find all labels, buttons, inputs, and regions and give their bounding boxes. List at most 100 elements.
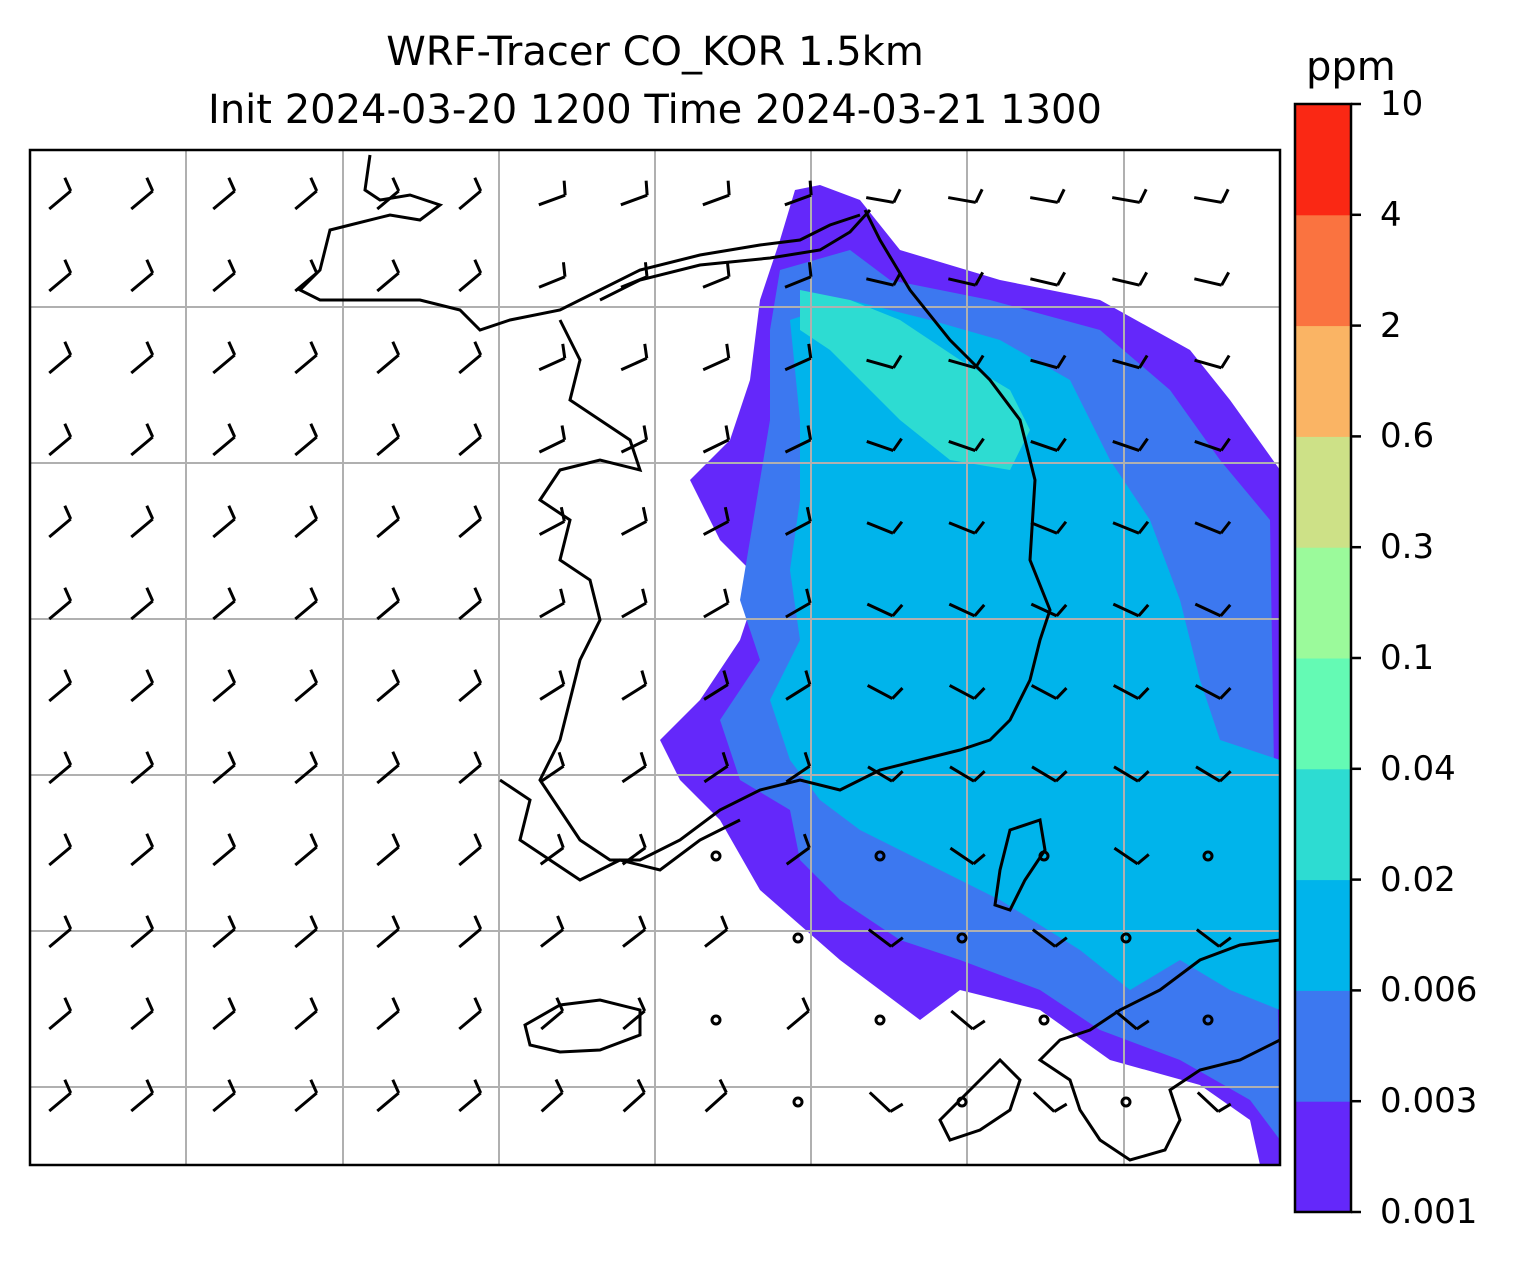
wind-barb: [702, 425, 731, 454]
coast-mainland-west: [297, 154, 861, 332]
map-frame: [28, 148, 1282, 1167]
wind-barb: [784, 343, 813, 372]
wind-barb: [956, 932, 968, 944]
wind-barb: [48, 751, 73, 785]
wind-barb: [1030, 520, 1068, 535]
wind-barb: [458, 505, 483, 539]
wind-barb: [376, 505, 401, 539]
wind-barb: [784, 506, 812, 536]
wind-barb: [621, 670, 648, 701]
wind-barb: [702, 343, 731, 372]
wind-barb: [1038, 1014, 1050, 1026]
wind-barb: [1114, 1009, 1150, 1031]
wind-barb: [294, 505, 319, 539]
wind-barb: [1194, 684, 1232, 700]
wind-barb: [1113, 846, 1150, 866]
wind-barb: [703, 588, 730, 619]
colorbar-segment: [1295, 768, 1351, 881]
wind-barb: [1193, 188, 1230, 204]
wind-barb: [458, 341, 483, 375]
coast-peninsula-inner: [499, 778, 741, 882]
wind-barb: [785, 670, 812, 701]
wind-barb: [376, 833, 401, 867]
wind-barb: [704, 1078, 728, 1113]
wind-barb: [538, 506, 566, 536]
wind-barb: [130, 997, 155, 1031]
wind-barb: [620, 180, 649, 207]
wind-barb: [710, 850, 722, 862]
wind-barb: [710, 1014, 722, 1026]
wind-barb: [620, 262, 649, 289]
wind-barb: [294, 833, 319, 867]
coast-kyushu: [938, 1057, 1022, 1142]
colorbar-tick-label: 2: [1380, 305, 1402, 346]
wind-barb: [212, 669, 237, 703]
wind-barb: [294, 177, 319, 211]
wind-barb: [874, 1014, 886, 1026]
wind-barb: [130, 505, 155, 539]
wind-barb: [866, 602, 904, 618]
wind-barb: [1112, 271, 1149, 287]
wind-barb: [539, 751, 566, 784]
wind-barb: [621, 588, 648, 619]
colorbar-tick-label: 10: [1380, 84, 1424, 124]
wind-barb: [1195, 928, 1232, 948]
wind-barb: [48, 505, 73, 539]
wind-barb: [1032, 1091, 1068, 1113]
wind-barb: [949, 846, 986, 866]
wind-barb: [948, 520, 986, 535]
wind-barb: [866, 354, 903, 370]
wind-barb: [48, 1079, 73, 1113]
wind-barb: [785, 588, 812, 619]
wind-barb: [376, 423, 401, 457]
wind-barb: [866, 437, 903, 452]
coast-jeju: [523, 998, 642, 1054]
wind-barb: [212, 505, 237, 539]
wind-barb: [540, 997, 565, 1031]
wind-barb: [376, 587, 401, 621]
wind-barb: [376, 997, 401, 1031]
wind-barb: [376, 1079, 401, 1113]
wind-barb: [130, 915, 155, 949]
wind-barb: [294, 341, 319, 375]
wind-barb: [48, 177, 73, 211]
wind-barbs: [48, 177, 1232, 1113]
coast-peninsula-west: [537, 209, 1052, 862]
wind-barb: [702, 262, 731, 289]
wind-barb: [1029, 188, 1066, 204]
wind-barb: [458, 833, 483, 867]
wind-barb: [212, 997, 237, 1031]
wind-barb: [376, 341, 401, 375]
wind-barb: [703, 670, 730, 701]
wind-barb: [458, 669, 483, 703]
wind-barb: [212, 341, 237, 375]
wind-barb: [376, 177, 401, 211]
wind-barb: [48, 259, 73, 293]
colorbar-segment: [1295, 214, 1351, 327]
colorbar-segment: [1295, 879, 1351, 991]
wind-barb: [1202, 850, 1214, 862]
wind-barb: [1030, 271, 1067, 287]
wind-barb: [48, 915, 73, 949]
wind-barb: [294, 751, 319, 785]
wind-barb: [538, 343, 567, 372]
wind-barb: [376, 259, 401, 293]
colorbar-segment: [1295, 325, 1351, 437]
wind-barb: [784, 425, 813, 454]
wind-barb: [1031, 928, 1068, 948]
wind-barb: [294, 915, 319, 949]
wind-barb: [130, 423, 155, 457]
wind-barb: [458, 259, 483, 293]
wind-barb: [538, 180, 567, 207]
wind-barb: [867, 765, 904, 783]
wind-barb: [1038, 850, 1050, 862]
wind-barb: [130, 177, 155, 211]
wind-barb: [538, 262, 567, 289]
wind-barb: [874, 850, 886, 862]
wind-barb: [1112, 684, 1150, 700]
colorbar: [1293, 102, 1361, 1214]
wind-barb: [458, 915, 483, 949]
wind-barb: [1112, 602, 1150, 618]
colorbar-segment: [1295, 1101, 1351, 1213]
